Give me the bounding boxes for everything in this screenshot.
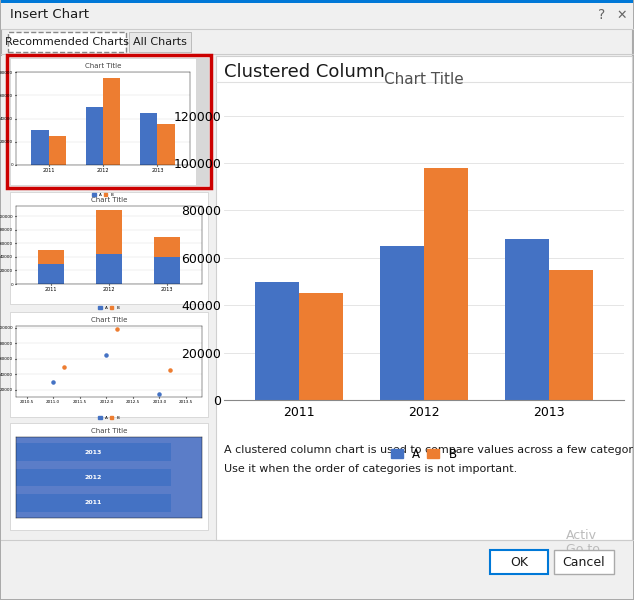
Bar <box>10 192 208 304</box>
Text: Insert Chart: Insert Chart <box>10 8 89 22</box>
Bar <box>299 293 343 400</box>
Bar <box>154 257 180 284</box>
Bar <box>49 136 66 165</box>
Bar <box>7 55 211 188</box>
Bar <box>549 269 593 400</box>
Bar <box>505 239 549 400</box>
FancyBboxPatch shape <box>490 550 548 574</box>
Bar <box>196 58 208 185</box>
Text: ✕: ✕ <box>617 8 627 22</box>
Bar <box>1 56 213 540</box>
Bar <box>10 423 208 530</box>
FancyBboxPatch shape <box>554 550 614 574</box>
Text: Cancel: Cancel <box>563 556 605 569</box>
Text: Chart Title: Chart Title <box>91 428 127 434</box>
Point <box>155 389 165 398</box>
Bar <box>10 58 208 185</box>
Bar <box>86 107 103 165</box>
Title: Chart Title: Chart Title <box>384 71 464 86</box>
Text: Chart Title: Chart Title <box>91 317 127 323</box>
Text: OK: OK <box>510 556 528 569</box>
Text: 2012: 2012 <box>85 475 102 480</box>
Point <box>59 362 69 371</box>
Bar <box>216 56 632 540</box>
Bar <box>1 0 633 3</box>
Bar <box>16 469 171 487</box>
Bar <box>8 32 126 52</box>
Text: Use it when the order of categories is not important.: Use it when the order of categories is n… <box>224 464 517 474</box>
Text: Recommended Charts: Recommended Charts <box>5 37 129 47</box>
Text: Activ: Activ <box>566 529 597 542</box>
Text: Chart Title: Chart Title <box>85 63 121 69</box>
Bar <box>157 124 175 165</box>
Text: Go to: Go to <box>566 543 600 556</box>
Bar <box>16 494 171 512</box>
Text: ?: ? <box>598 8 605 22</box>
Bar <box>38 250 64 264</box>
Text: Clustered Column: Clustered Column <box>224 63 385 81</box>
Text: Chart Title: Chart Title <box>91 197 127 203</box>
Text: All Charts: All Charts <box>133 37 187 47</box>
Bar <box>424 168 468 400</box>
Text: 2011: 2011 <box>85 500 102 505</box>
Bar <box>96 254 122 284</box>
Legend: A, B: A, B <box>97 415 121 422</box>
Bar <box>38 264 64 284</box>
Bar <box>1 60 633 599</box>
Bar <box>16 443 171 461</box>
Bar <box>380 246 424 400</box>
Bar <box>31 130 49 165</box>
Bar <box>96 210 122 254</box>
Bar <box>129 32 191 52</box>
Legend: A, B: A, B <box>97 304 121 311</box>
Legend: A, B: A, B <box>387 443 462 466</box>
Point <box>48 377 58 387</box>
Bar <box>1 1 633 29</box>
Bar <box>154 237 180 257</box>
Bar <box>10 312 208 417</box>
Text: A clustered column chart is used to compare values across a few categories.: A clustered column chart is used to comp… <box>224 445 634 455</box>
Bar <box>140 113 157 165</box>
Bar <box>103 78 120 165</box>
Bar <box>256 281 299 400</box>
Text: 2013: 2013 <box>85 449 102 455</box>
Legend: A, B: A, B <box>91 191 115 198</box>
Point <box>112 325 122 334</box>
Point <box>101 350 112 359</box>
Point <box>165 365 175 375</box>
